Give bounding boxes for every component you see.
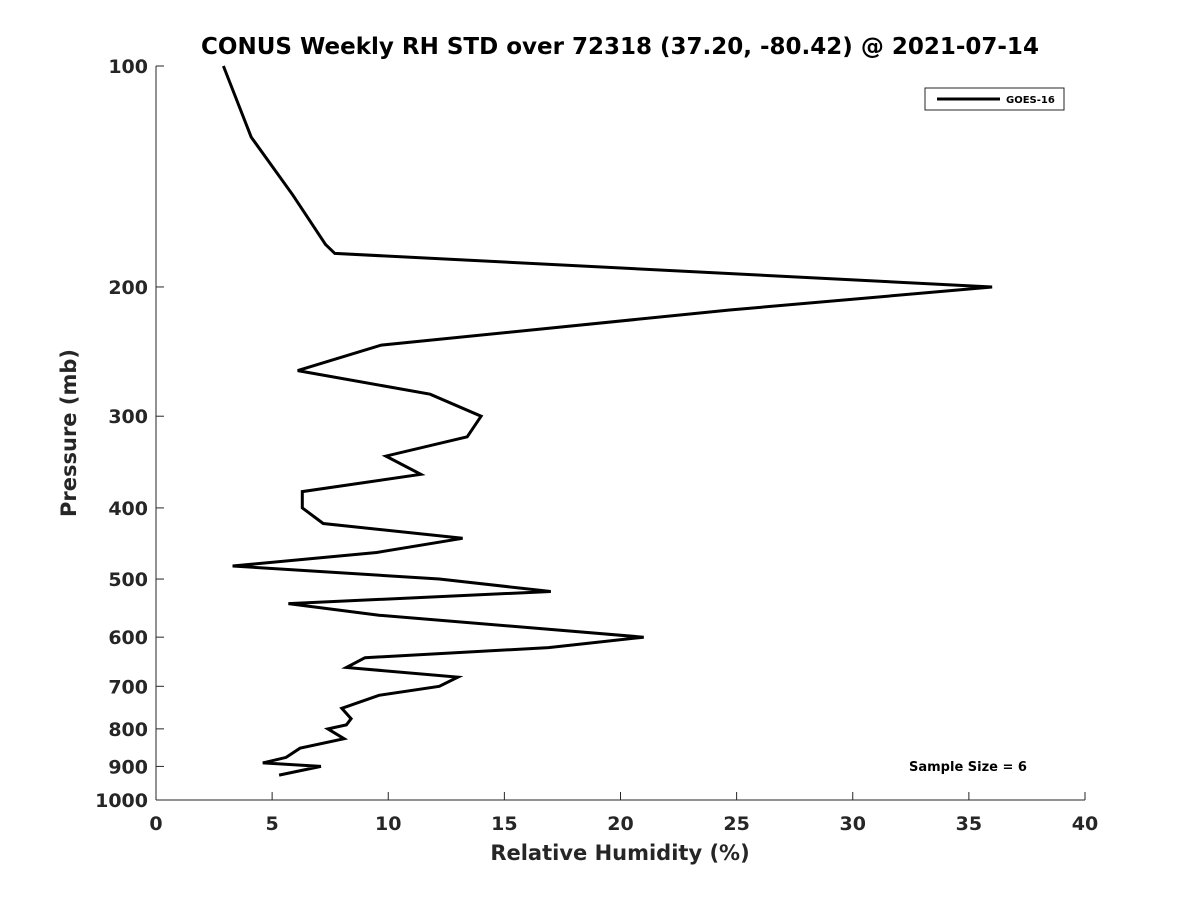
x-tick-label: 35 (956, 813, 982, 835)
series-line-goes-16 (222, 65, 993, 777)
x-tick-label: 40 (1072, 813, 1098, 835)
y-axis-label: Pressure (mb) (57, 349, 81, 517)
x-axis-ticks: 0 5 10 15 20 25 30 35 40 (149, 792, 1098, 835)
y-tick-label: 200 (108, 277, 148, 299)
y-tick-label: 900 (108, 756, 148, 778)
y-tick-label: 600 (108, 627, 148, 649)
legend: GOES-16 (924, 87, 1065, 111)
y-tick-label: 1000 (95, 790, 148, 812)
y-axis-ticks: 100 200 300 400 500 600 700 800 900 1000 (95, 56, 164, 812)
x-tick-label: 10 (375, 813, 401, 835)
sample-size-annotation: Sample Size = 6 (909, 760, 1027, 775)
y-tick-label: 800 (108, 719, 148, 741)
y-tick-label: 100 (108, 56, 148, 78)
x-tick-label: 0 (149, 813, 162, 835)
x-tick-label: 20 (607, 813, 633, 835)
chart-title: CONUS Weekly RH STD over 72318 (37.20, -… (201, 34, 1039, 60)
y-tick-label: 500 (108, 569, 148, 591)
legend-label-goes-16: GOES-16 (1006, 95, 1055, 106)
y-tick-label: 700 (108, 676, 148, 698)
plot-area (156, 66, 1085, 800)
y-tick-label: 400 (108, 498, 148, 520)
x-tick-label: 15 (491, 813, 517, 835)
x-tick-label: 30 (840, 813, 866, 835)
x-tick-label: 25 (723, 813, 749, 835)
x-axis-label: Relative Humidity (%) (490, 841, 749, 865)
y-tick-label: 300 (108, 406, 148, 428)
series-layer (222, 65, 993, 777)
x-tick-label: 5 (266, 813, 279, 835)
